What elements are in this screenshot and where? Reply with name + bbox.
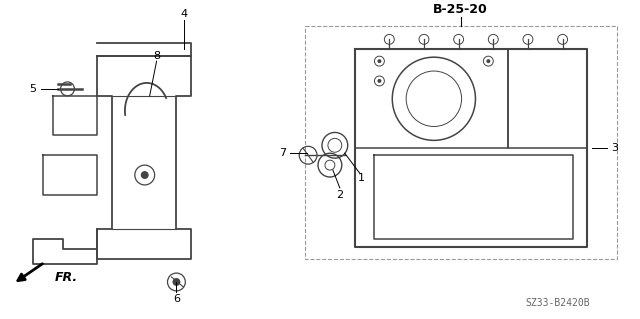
Circle shape — [141, 171, 148, 179]
Text: 4: 4 — [180, 9, 188, 19]
Circle shape — [378, 59, 381, 63]
Text: 6: 6 — [173, 294, 180, 304]
Circle shape — [378, 79, 381, 83]
Text: 1: 1 — [358, 173, 365, 183]
Text: SZ33-B2420B: SZ33-B2420B — [525, 298, 590, 308]
Circle shape — [486, 59, 490, 63]
Text: FR.: FR. — [54, 271, 77, 284]
Text: 2: 2 — [336, 190, 344, 200]
Text: B-25-20: B-25-20 — [433, 3, 488, 16]
Text: 7: 7 — [279, 148, 286, 158]
Text: 3: 3 — [612, 143, 619, 153]
Circle shape — [172, 278, 180, 286]
Text: 8: 8 — [153, 51, 160, 61]
Text: 5: 5 — [29, 84, 36, 94]
